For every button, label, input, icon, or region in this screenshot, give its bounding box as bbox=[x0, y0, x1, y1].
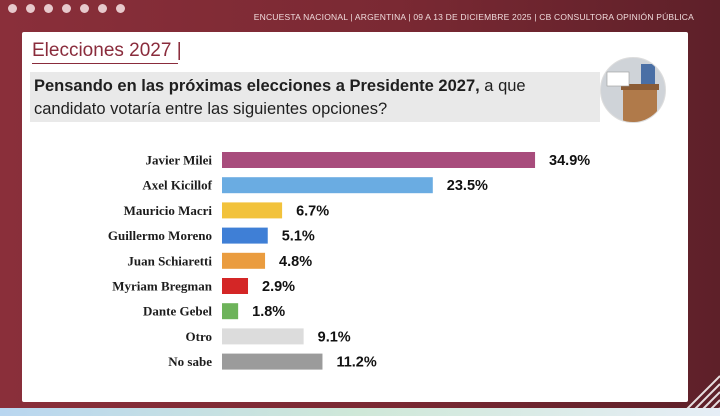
bar bbox=[222, 328, 304, 345]
section-title: Elecciones 2027 | bbox=[32, 40, 182, 64]
dot bbox=[98, 4, 107, 13]
value-label: 23.5% bbox=[447, 178, 488, 194]
section-title-separator: | bbox=[176, 40, 182, 61]
ballot-box-icon bbox=[601, 58, 665, 122]
value-label: 6.7% bbox=[296, 203, 329, 219]
question-rest: a que candidato votaría entre las siguie… bbox=[34, 77, 526, 118]
value-label: 5.1% bbox=[282, 229, 315, 245]
bar bbox=[222, 353, 323, 370]
decorative-dots bbox=[8, 4, 125, 13]
value-label: 11.2% bbox=[336, 355, 376, 371]
category-label: Otro bbox=[186, 329, 212, 344]
bar bbox=[222, 303, 239, 320]
dot bbox=[80, 4, 89, 13]
question-box: Pensando en las próximas elecciones a Pr… bbox=[30, 72, 600, 122]
bar-chart: Javier Milei 34.9% Axel Kicillof 23.5% Mauri… bbox=[108, 152, 590, 371]
value-label: 34.9% bbox=[549, 153, 590, 169]
bottom-strip bbox=[0, 408, 720, 416]
bar bbox=[222, 227, 268, 244]
bar bbox=[222, 252, 266, 269]
chart-card: Elecciones 2027 | Pensando en las próxim… bbox=[22, 32, 688, 402]
category-label: Axel Kicillof bbox=[142, 178, 212, 193]
category-label: Dante Gebel bbox=[143, 304, 212, 319]
survey-header: ENCUESTA NACIONAL | ARGENTINA | 09 A 13 … bbox=[253, 12, 694, 22]
section-title-underline bbox=[32, 63, 178, 64]
bar bbox=[222, 202, 283, 219]
category-label: Myriam Bregman bbox=[112, 279, 213, 294]
dot bbox=[44, 4, 53, 13]
ballot-box-photo bbox=[600, 57, 666, 123]
dot bbox=[8, 4, 17, 13]
decorative-stripes bbox=[679, 375, 720, 416]
section-title-text: Elecciones 2027 bbox=[32, 40, 172, 61]
value-label: 9.1% bbox=[318, 329, 351, 345]
dot bbox=[62, 4, 71, 13]
category-label: No sabe bbox=[168, 354, 212, 369]
bar bbox=[222, 278, 249, 294]
category-label: Guillermo Moreno bbox=[108, 228, 212, 243]
question-bold: Pensando en las próximas elecciones a Pr… bbox=[34, 77, 480, 95]
dot bbox=[26, 4, 35, 13]
category-label: Mauricio Macri bbox=[124, 203, 213, 218]
category-label: Juan Schiaretti bbox=[127, 253, 212, 268]
dot bbox=[116, 4, 125, 13]
value-label: 4.8% bbox=[279, 254, 312, 270]
value-label: 1.8% bbox=[252, 304, 285, 320]
category-label: Javier Milei bbox=[145, 153, 212, 168]
value-label: 2.9% bbox=[262, 279, 295, 295]
bar bbox=[222, 177, 433, 194]
bar bbox=[222, 152, 536, 168]
